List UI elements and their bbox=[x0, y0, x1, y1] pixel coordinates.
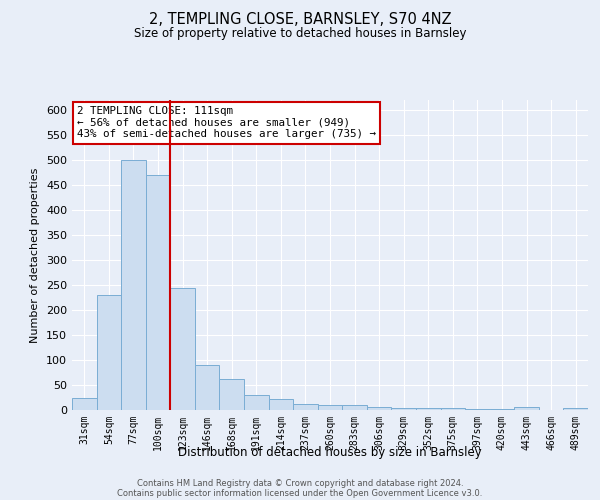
Bar bbox=[342, 404, 367, 410]
Text: Distribution of detached houses by size in Barnsley: Distribution of detached houses by size … bbox=[178, 446, 482, 459]
Text: Contains public sector information licensed under the Open Government Licence v3: Contains public sector information licen… bbox=[118, 490, 482, 498]
Bar bbox=[563, 408, 588, 410]
Bar bbox=[146, 175, 170, 410]
Bar bbox=[121, 160, 146, 410]
Text: 2, TEMPLING CLOSE, BARNSLEY, S70 4NZ: 2, TEMPLING CLOSE, BARNSLEY, S70 4NZ bbox=[149, 12, 451, 28]
Bar bbox=[440, 408, 465, 410]
Text: Size of property relative to detached houses in Barnsley: Size of property relative to detached ho… bbox=[134, 28, 466, 40]
Bar bbox=[465, 408, 490, 410]
Bar bbox=[269, 399, 293, 410]
Bar bbox=[293, 404, 318, 410]
Bar bbox=[72, 398, 97, 410]
Bar bbox=[514, 406, 539, 410]
Y-axis label: Number of detached properties: Number of detached properties bbox=[31, 168, 40, 342]
Bar bbox=[244, 395, 269, 410]
Bar bbox=[391, 408, 416, 410]
Bar bbox=[97, 295, 121, 410]
Bar bbox=[416, 408, 440, 410]
Text: Contains HM Land Registry data © Crown copyright and database right 2024.: Contains HM Land Registry data © Crown c… bbox=[137, 480, 463, 488]
Text: 2 TEMPLING CLOSE: 111sqm
← 56% of detached houses are smaller (949)
43% of semi-: 2 TEMPLING CLOSE: 111sqm ← 56% of detach… bbox=[77, 106, 376, 140]
Bar bbox=[195, 365, 220, 410]
Bar bbox=[170, 288, 195, 410]
Bar bbox=[367, 406, 391, 410]
Bar bbox=[490, 408, 514, 410]
Bar bbox=[318, 404, 342, 410]
Bar bbox=[220, 379, 244, 410]
